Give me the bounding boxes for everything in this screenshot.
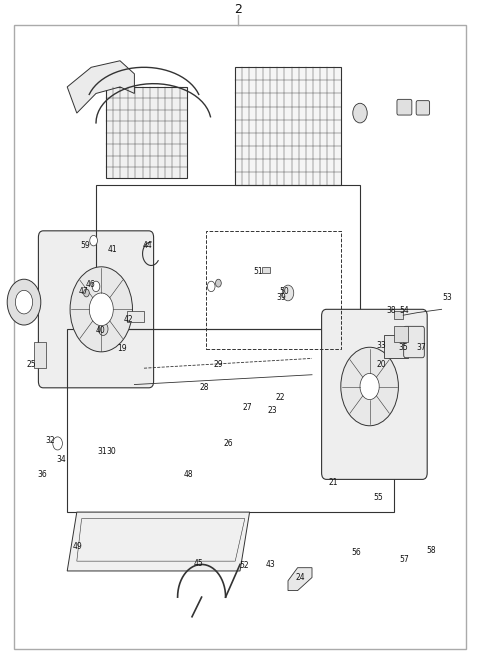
Circle shape <box>360 373 379 400</box>
Text: 27: 27 <box>242 403 252 412</box>
Bar <box>384 335 408 358</box>
Text: 54: 54 <box>399 306 409 315</box>
Circle shape <box>353 103 367 123</box>
Text: 34: 34 <box>57 455 66 464</box>
Text: 2: 2 <box>234 3 241 16</box>
Circle shape <box>282 285 294 301</box>
Text: 56: 56 <box>352 548 361 557</box>
Circle shape <box>15 291 33 314</box>
Bar <box>394 325 408 342</box>
Text: 51: 51 <box>253 267 263 276</box>
Circle shape <box>53 437 62 450</box>
Text: 45: 45 <box>193 559 203 567</box>
Text: 42: 42 <box>124 315 133 323</box>
Text: 55: 55 <box>373 493 383 502</box>
Text: 25: 25 <box>26 360 36 369</box>
Text: 37: 37 <box>417 342 426 352</box>
Text: 40: 40 <box>96 326 106 335</box>
Text: 46: 46 <box>85 280 95 289</box>
Polygon shape <box>67 512 250 571</box>
FancyBboxPatch shape <box>397 99 412 115</box>
Bar <box>34 342 46 368</box>
Circle shape <box>7 279 41 325</box>
Text: 44: 44 <box>143 241 153 250</box>
Text: 48: 48 <box>184 470 193 479</box>
Circle shape <box>216 279 221 287</box>
Text: 58: 58 <box>426 546 436 554</box>
Text: 30: 30 <box>107 447 116 457</box>
Bar <box>96 185 360 329</box>
Circle shape <box>70 267 132 352</box>
Circle shape <box>92 281 100 292</box>
Circle shape <box>90 236 97 246</box>
Text: 35: 35 <box>398 342 408 352</box>
Bar <box>394 312 403 319</box>
FancyBboxPatch shape <box>404 326 424 358</box>
Text: 23: 23 <box>268 406 277 415</box>
Polygon shape <box>288 567 312 590</box>
Text: 20: 20 <box>377 360 386 369</box>
Text: 28: 28 <box>199 383 209 392</box>
Text: 43: 43 <box>265 560 275 569</box>
Text: 49: 49 <box>73 542 83 550</box>
Bar <box>127 311 144 322</box>
Text: 26: 26 <box>223 439 233 448</box>
FancyBboxPatch shape <box>416 100 430 115</box>
Text: 53: 53 <box>443 293 452 302</box>
Text: 41: 41 <box>108 245 118 254</box>
Text: 39: 39 <box>276 293 286 302</box>
Text: 38: 38 <box>386 306 396 315</box>
Bar <box>106 87 187 178</box>
Circle shape <box>89 293 113 325</box>
Text: 52: 52 <box>239 562 249 570</box>
Polygon shape <box>67 61 134 113</box>
Bar <box>67 329 394 512</box>
Text: 33: 33 <box>377 341 386 350</box>
Bar <box>235 68 341 185</box>
Bar <box>206 231 341 348</box>
Text: 24: 24 <box>295 573 305 582</box>
Text: 32: 32 <box>46 436 55 445</box>
FancyBboxPatch shape <box>322 310 427 480</box>
Text: 50: 50 <box>279 287 289 295</box>
Circle shape <box>341 347 398 426</box>
Circle shape <box>207 281 215 292</box>
Circle shape <box>84 289 89 297</box>
Text: 21: 21 <box>329 478 338 487</box>
Text: 59: 59 <box>81 241 90 250</box>
Circle shape <box>98 322 108 335</box>
FancyBboxPatch shape <box>38 231 154 388</box>
Text: 19: 19 <box>118 344 127 353</box>
Text: 47: 47 <box>78 287 88 295</box>
Bar <box>262 267 270 274</box>
Text: 31: 31 <box>97 447 107 457</box>
Text: 57: 57 <box>400 555 409 564</box>
Text: 36: 36 <box>37 470 47 479</box>
Text: 29: 29 <box>214 360 223 369</box>
Text: 22: 22 <box>275 393 285 402</box>
